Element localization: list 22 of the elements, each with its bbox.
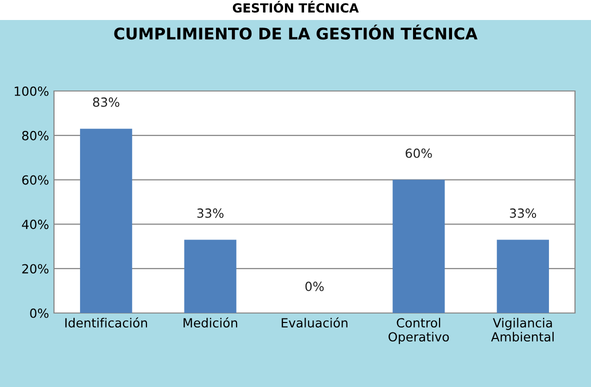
bar [496, 240, 549, 313]
data-label: 33% [510, 208, 536, 218]
bar [80, 128, 132, 313]
x-tick-label: Vigilancia Ambiental [491, 318, 554, 342]
data-label: 60% [406, 148, 432, 158]
x-tick-label: Identificación [65, 317, 148, 328]
y-tick-label: 60% [22, 175, 48, 185]
y-tick-label: 80% [22, 130, 48, 140]
chart-title: CUMPLIMIENTO DE LA GESTIÓN TÉCNICA [114, 24, 478, 40]
y-tick-label: 40% [22, 220, 48, 230]
data-label: 83% [93, 97, 120, 107]
bar [392, 180, 445, 313]
data-label: 0% [305, 282, 324, 292]
text: GESTIÓN TÉCNICA [232, 0, 359, 13]
bar [184, 240, 236, 313]
y-tick-label: 0% [30, 308, 48, 318]
y-tick-label: 100% [14, 86, 48, 96]
data-label: 33% [197, 208, 224, 218]
x-tick-label: Control Operativo [388, 318, 449, 344]
x-tick-label: Evaluación [282, 317, 348, 328]
y-tick-label: 20% [22, 264, 48, 274]
x-tick-label: Medición [184, 317, 238, 328]
